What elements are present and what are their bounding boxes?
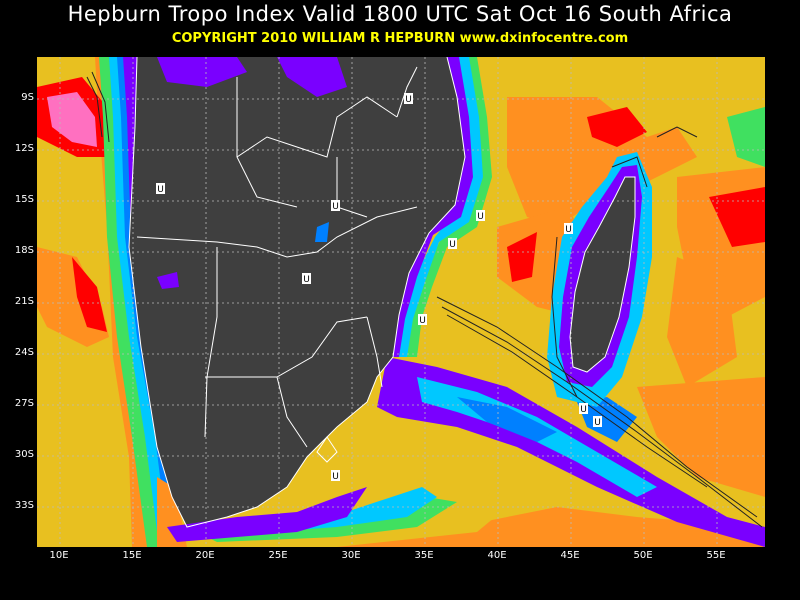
u-marker: U [448,238,457,250]
east-coast-cyan [399,57,483,357]
inland-purple-north2 [277,57,347,97]
u-marker: U [404,93,413,105]
u-marker: U [593,416,602,428]
lon-label-50e: 50E [633,550,653,561]
u-marker: U [476,210,485,222]
tropo-map[interactable]: U U U U U U U U U U U [36,56,766,548]
svg-text:U: U [565,225,572,235]
east-ocean-red-mid [709,187,765,247]
northwest-pink-patch [47,92,97,147]
u-marker: U [331,200,340,212]
east-coast-green [407,57,492,357]
svg-text:U: U [449,240,456,250]
south-ocean-orange [157,477,765,547]
u-marker: U [579,403,588,415]
lon-label-20e: 20E [195,550,215,561]
lon-label-30e: 30E [341,550,361,561]
lon-label-25e: 25E [268,550,288,561]
svg-text:U: U [419,316,426,326]
east-ocean-orange-north [507,97,697,227]
svg-text:U: U [405,95,412,105]
svg-text:U: U [477,212,484,222]
svg-text:U: U [303,275,310,285]
u-marker: U [418,314,427,326]
u-marker: U [156,183,165,195]
svg-text:U: U [157,185,164,195]
africa-landmass [129,57,465,527]
lat-lon-grid [37,57,765,547]
lat-label-33s: 33S [14,500,34,511]
lon-label-10e: 10E [49,550,69,561]
south-coast-purple [167,487,367,542]
southeast-ocean-orange [637,377,765,497]
madagascar-land [570,177,635,372]
svg-text:U: U [580,405,587,415]
lon-label-40e: 40E [487,550,507,561]
lon-label-15e: 15E [122,550,142,561]
inland-purple-north [157,57,247,87]
copyright-line: COPYRIGHT 2010 WILLIAM R HEPBURN www.dxi… [171,31,629,46]
lat-label-15s: 15S [14,194,34,205]
chart-title: Hepburn Tropo Index Valid 1800 UTC Sat O… [67,2,733,26]
inland-purple-west [157,272,179,289]
lat-label-21s: 21S [14,296,34,307]
index-contours [86,71,763,528]
agulhas-blue-band [457,397,557,442]
svg-text:U: U [332,202,339,212]
lon-label-35e: 35E [414,550,434,561]
east-ocean-green-patch [727,107,765,167]
lat-label-27s: 27S [14,398,34,409]
svg-text:U: U [332,472,339,482]
lat-label-24s: 24S [14,347,34,358]
lat-label-18s: 18S [14,245,34,256]
mozambique-channel-red [507,232,537,282]
lon-label-55e: 55E [706,550,726,561]
inland-blue-lake [315,222,329,242]
u-marker: U [564,223,573,235]
lat-label-9s: 9S [21,92,34,103]
upper-air-markers: U U U U U U U U U U U [156,93,602,482]
east-ocean-orange-south [667,257,737,387]
east-coast-purple [391,57,473,357]
map-canvas: U U U U U U U U U U U [37,57,765,547]
west-ocean-red-patch [72,257,107,332]
east-ocean-red-north [587,107,647,147]
u-marker: U [302,273,311,285]
lat-label-30s: 30S [14,449,34,460]
lon-label-45e: 45E [560,550,580,561]
u-marker: U [331,470,340,482]
lat-label-12s: 12S [14,143,34,154]
svg-text:U: U [594,418,601,428]
coastline-borders [128,57,636,528]
